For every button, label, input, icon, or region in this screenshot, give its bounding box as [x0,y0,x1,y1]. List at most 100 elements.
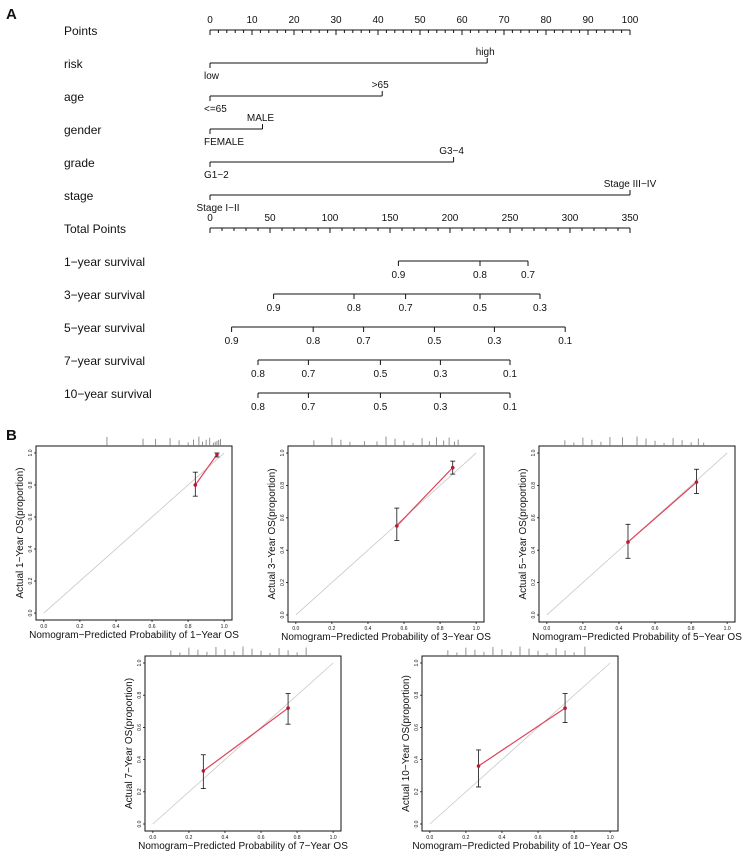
x-tick-label: 0.4 [615,626,622,632]
calibration-point [395,524,399,528]
y-tick-label: 0.4 [28,545,34,552]
x-tick-label: 1.0 [607,835,614,841]
x-tick-label: 0.0 [40,624,47,630]
y-axis-title: Actual 10−Year OS(proportion) [401,675,412,812]
y-tick-label: 0.6 [280,514,286,521]
x-tick-label: 0.8 [437,626,444,632]
panel-label-b: B [6,427,17,444]
nomogram-row-2: age <=65 >65 [64,80,389,115]
x-tick-label: 0.2 [579,626,586,632]
y-tick-label: 0.2 [137,788,143,795]
calibration-plot-1: 0.0 0.2 0.4 0.6 0.8 1.00.00.20.40.60.81.0Nomo… [15,436,239,641]
y-tick-label: 1.0 [531,449,537,456]
scale-tick-label: 0.9 [225,336,239,347]
y-tick-label: 0.4 [137,756,143,763]
calibration-point [201,769,206,773]
tick-label: 300 [562,213,579,224]
scale-tick-label: 0.5 [473,303,487,314]
y-tick-label: 0.4 [280,546,286,553]
nomogram-row-3: gender FEMALE MALE [64,113,274,148]
y-tick-label: 0.8 [531,482,537,489]
x-tick-label: 0.6 [258,835,265,841]
scale-tick-label: 0.7 [521,270,535,281]
y-tick-label: 0.2 [414,788,420,795]
row-label: Points [64,24,97,38]
y-tick-label: 0.6 [531,514,537,521]
scale-tick-label: 0.9 [391,270,405,281]
scale-tick-label: 0.1 [503,369,517,380]
x-tick-label: 0.6 [401,626,408,632]
y-tick-label: 0.2 [531,579,537,586]
y-axis-title: Actual 3−Year OS(proportion) [267,468,278,599]
y-tick-label: 1.0 [137,659,143,666]
calibration-line [627,481,697,543]
level-label: G1−2 [204,170,229,181]
x-tick-label: 0.6 [149,624,156,630]
y-tick-label: 0.2 [280,579,286,586]
scale-tick-label: 0.8 [251,369,265,380]
tick-label: 50 [414,15,426,26]
x-tick-label: 0.2 [185,835,192,841]
calibration-line [396,467,454,527]
y-tick-label: 0.8 [28,481,34,488]
scale-tick-label: 0.9 [267,303,281,314]
plot-frame [35,445,233,621]
scale-tick-label: 0.5 [427,336,441,347]
y-tick-label: 0.4 [531,546,537,553]
calibration-point [215,452,219,457]
x-axis-title: Nomogram−Predicted Probability of 3−Year… [281,632,491,643]
tick-label: 200 [442,213,459,224]
calibration-point [694,480,699,484]
x-tick-label: 1.0 [724,626,731,632]
y-axis-title: Actual 1−Year OS(proportion) [15,467,26,598]
level-label: G3−4 [439,146,464,157]
y-tick-label: 0.0 [137,820,143,827]
tick-label: 40 [372,15,384,26]
level-label: Stage I−II [196,203,239,214]
y-tick-label: 1.0 [280,449,286,456]
y-tick-label: 0.8 [137,692,143,699]
tick-label: 20 [288,15,300,26]
calibration-point [193,483,198,487]
tick-label: 0 [207,213,213,224]
x-tick-label: 0.8 [294,835,301,841]
calibration-panels: 0.0 0.2 0.4 0.6 0.8 1.00.00.20.40.60.81.0Nomo… [15,436,742,852]
panel-label-a: A [6,6,17,23]
x-tick-label: 0.0 [149,835,156,841]
scale-tick-label: 0.3 [433,369,447,380]
tick-label: 80 [540,15,552,26]
scale-tick-label: 0.3 [433,402,447,413]
scale-tick-label: 0.8 [306,336,320,347]
x-tick-label: 1.0 [473,626,480,632]
y-tick-label: 1.0 [28,449,34,456]
y-tick-label: 0.4 [414,756,420,763]
x-axis-title: Nomogram−Predicted Probability of 1−Year… [29,630,239,641]
x-tick-label: 0.4 [498,835,505,841]
tick-label: 100 [622,15,639,26]
scale-tick-label: 0.8 [251,402,265,413]
ideal-diagonal [152,662,334,825]
scale-tick-label: 0.5 [373,369,387,380]
y-tick-label: 0.2 [28,577,34,584]
nomogram-row-1: risk low high [64,47,495,82]
level-label: <=65 [204,104,227,115]
x-tick-label: 0.4 [112,624,119,630]
y-tick-label: 0.8 [280,482,286,489]
row-label: age [64,90,84,104]
calibration-point [563,706,567,710]
ideal-diagonal [295,452,477,616]
scale-tick-label: 0.8 [473,270,487,281]
y-axis-title: Actual 7−Year OS(proportion) [124,678,135,809]
x-axis-title: Nomogram−Predicted Probability of 10−Yea… [412,841,628,852]
y-tick-label: 0.6 [28,513,34,520]
scale-tick-label: 0.8 [347,303,361,314]
tick-label: 50 [264,213,276,224]
level-label: FEMALE [204,137,244,148]
x-axis-title: Nomogram−Predicted Probability of 7−Year… [138,841,348,852]
x-tick-label: 1.0 [330,835,337,841]
x-tick-label: 0.8 [688,626,695,632]
ideal-diagonal [429,662,611,825]
calibration-point [450,465,455,470]
row-label: 1−year survival [64,255,145,269]
x-tick-label: 0.0 [292,626,299,632]
